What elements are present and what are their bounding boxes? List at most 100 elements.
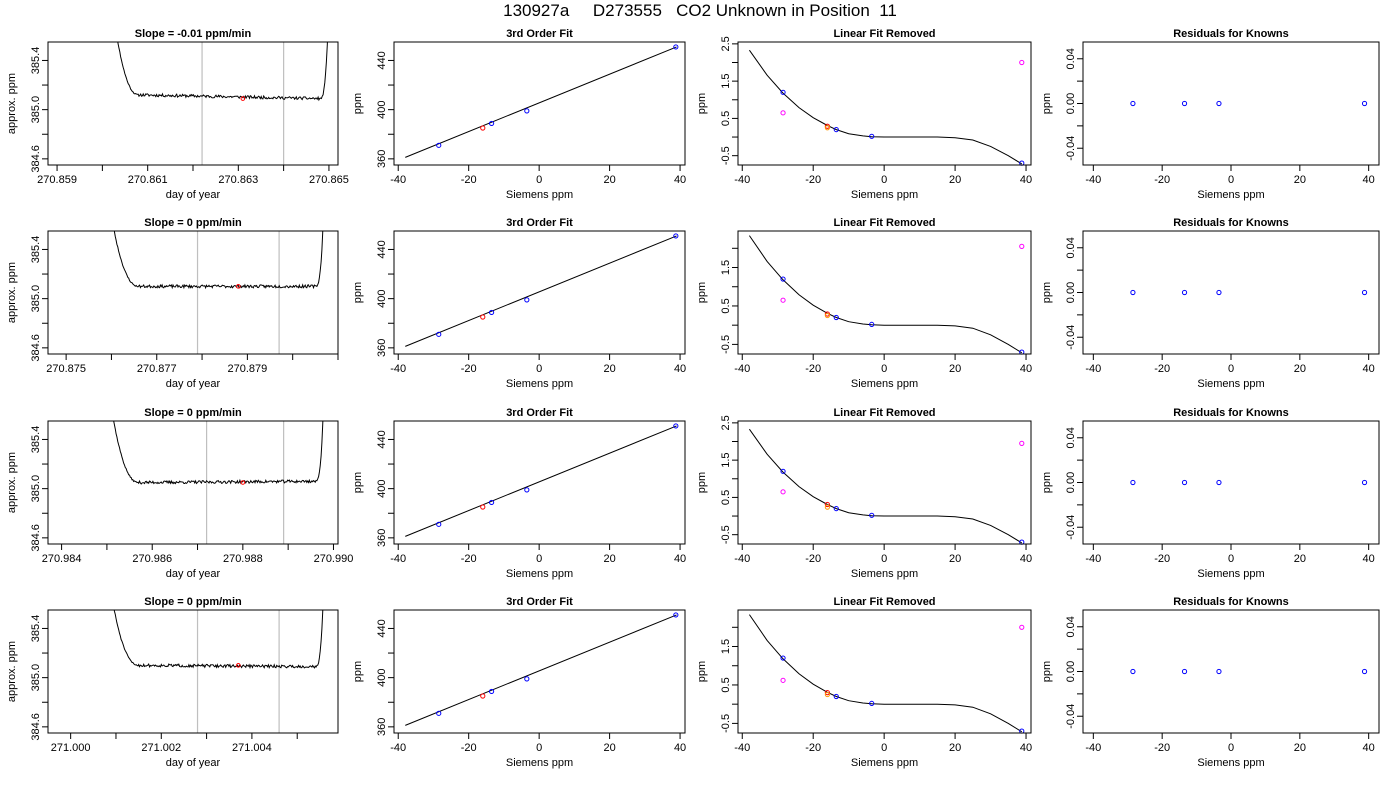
data-point-unknown [780,489,786,495]
data-point-unknown [780,110,786,116]
x-tick-label: -20 [805,553,821,565]
data-point-unknown_fit [824,504,830,510]
y-tick-label: 0.00 [1065,282,1077,303]
sample-point [240,96,246,101]
x-axis-label: Siemens ppm [1197,378,1264,390]
data-point-sample [480,125,486,131]
x-tick-label: 270.861 [128,174,168,186]
y-tick-label: 385.0 [30,96,42,124]
chart-title: 3rd Order Fit [506,596,573,608]
y-tick-label: 385.4 [30,47,42,75]
chart-panel-r2c4: Residuals for Knowns -40 -20 0 20 40 -0.04 0.00… [1041,217,1380,390]
x-tick-label: -20 [805,742,821,754]
data-point-known [780,655,786,661]
fit-curve [748,235,1023,354]
y-axis-label: ppm [696,93,708,114]
x-tick-label: 40 [1020,174,1032,186]
plot-frame [47,420,339,545]
y-axis-label: ppm [352,282,364,303]
y-tick-label: 0.5 [720,298,732,313]
data-point-unknown [1019,59,1025,66]
data-point-known [436,331,442,337]
plot-area [113,610,324,670]
sample-point [240,480,246,485]
data-point-sample [824,690,830,696]
chart-panel-r1c2: 3rd Order Fit -40 -20 0 20 40 360 400 440 Siemens… [352,28,686,201]
x-tick-label: 0 [536,174,542,186]
data-point-known [673,233,679,239]
data-point-known [1181,289,1188,296]
x-tick-label: 270.988 [223,553,263,565]
y-tick-label: 0.5 [720,677,732,692]
y-axis-label: ppm [696,282,708,303]
y-tick-label: 2.5 [720,415,732,430]
chart-title: Slope = 0 ppm/min [144,217,242,229]
x-tick-label: 270.877 [137,363,177,375]
y-axis-label: ppm [1041,282,1053,303]
x-tick-label: 20 [949,174,961,186]
time-trace [113,231,324,290]
x-tick-label: 40 [674,553,686,565]
plot-frame [47,41,339,166]
y-tick-label: 0.04 [1065,237,1077,258]
plot-area [113,421,324,485]
data-point-known [524,108,530,114]
x-tick-label: 0 [536,363,542,375]
x-axis-label: Siemens ppm [506,189,573,201]
plot-frame [393,41,686,166]
x-tick-label: -20 [1154,363,1170,375]
chart-panel-r1c3: Linear Fit Removed -40 -20 0 20 40 -0.5 0.5 1.5 2… [696,28,1032,201]
y-tick-label: 0.00 [1065,93,1077,114]
sample-point [236,284,241,289]
plot-area [405,425,677,537]
chart-title: 3rd Order Fit [506,217,573,229]
y-tick-label: 0.04 [1065,616,1077,637]
plot-area [405,235,677,347]
x-tick-label: 271.000 [51,742,91,754]
y-axis-label: ppm [696,472,708,493]
data-point-known [1130,100,1136,107]
x-tick-label: -40 [734,363,750,375]
data-point-known [524,676,530,682]
data-point-unknown [1019,243,1025,249]
y-tick-label: 440 [376,430,388,448]
data-point-known [436,521,442,527]
x-tick-label: -40 [1085,742,1101,754]
fit-line [405,614,677,726]
chart-title: Linear Fit Removed [833,596,935,608]
x-tick-label: 40 [1020,742,1032,754]
chart-title: Slope = 0 ppm/min [144,407,242,419]
y-tick-label: 384.6 [30,334,42,362]
y-axis-label: approx. ppm [6,262,18,323]
data-point-known [1361,479,1368,486]
plot-frame [737,41,1032,166]
data-point-unknown_fit [824,312,830,319]
x-tick-label: 270.986 [132,553,172,565]
x-tick-label: -20 [1154,742,1170,754]
x-axis-label: Siemens ppm [1197,757,1264,769]
data-point-known [673,423,679,429]
y-axis-label: ppm [1041,93,1053,114]
plot-frame [737,420,1032,545]
fit-line [405,46,677,158]
x-tick-label: 20 [603,174,615,186]
plot-frame [737,609,1032,734]
y-tick-label: 0.00 [1065,661,1077,682]
x-axis-label: day of year [166,568,221,580]
data-point-known [436,710,442,716]
data-point-known [833,314,839,321]
x-tick-label: 40 [1363,174,1375,186]
data-point-known [1361,100,1368,107]
y-tick-label: -0.04 [1065,704,1077,729]
data-point-known [1181,479,1188,486]
chart-title: Residuals for Knowns [1173,596,1289,608]
data-point-known [833,505,839,512]
chart-panel-r3c2: 3rd Order Fit -40 -20 0 20 40 360 400 440 Siemens… [352,407,686,580]
y-tick-label: 360 [376,718,388,736]
data-point-sample [824,501,830,508]
x-tick-label: 271.002 [141,742,181,754]
plot-area [117,42,328,102]
y-tick-label: -0.04 [1065,136,1077,161]
x-tick-label: -20 [805,363,821,375]
y-tick-label: -0.04 [1065,515,1077,540]
